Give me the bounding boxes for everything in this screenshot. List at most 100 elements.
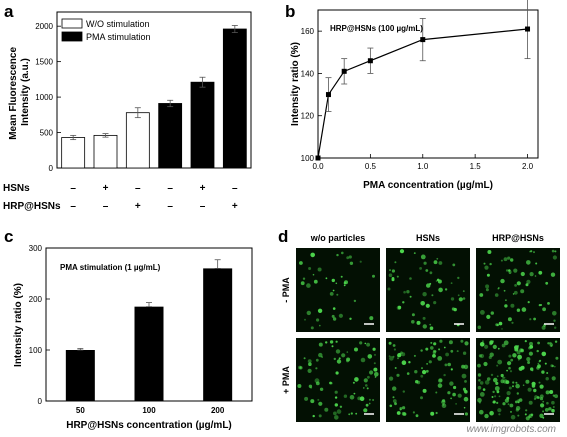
micrograph-cell-dot — [486, 377, 491, 381]
micrograph-cell-dot — [334, 403, 338, 407]
micrograph-cell-dot — [484, 265, 489, 270]
micrograph-cell-dot — [494, 395, 497, 398]
micrograph-cell-dot — [496, 390, 500, 394]
micrograph-cell-dot — [510, 414, 516, 420]
micrograph-cell-dot — [496, 364, 499, 367]
micrograph-cell-dot — [359, 396, 365, 402]
micrograph-cell-dot — [391, 277, 395, 280]
micrograph-cell-dot — [497, 287, 500, 290]
micrograph-cell-dot — [509, 403, 514, 408]
micrograph-cell-dot — [518, 366, 523, 371]
micrograph-grid: w/o particles HSNs HRP@HSNs - PMA + PMA — [281, 233, 560, 422]
micrograph-cell-dot — [374, 372, 379, 377]
micrograph-cell-dot — [477, 385, 482, 390]
micrograph-cell-dot — [318, 414, 322, 418]
micrograph-cell-dot — [517, 345, 520, 347]
micrograph-cell-dot — [480, 310, 485, 315]
micrograph-cell-dot — [429, 326, 434, 331]
micrograph-cell-dot — [545, 390, 550, 395]
micrograph-cell-dot — [491, 396, 494, 398]
micrograph-cell-dot — [416, 380, 421, 385]
micrograph-cell-dot — [302, 277, 306, 280]
micrograph-cell-dot — [374, 353, 376, 356]
micrograph-cell-dot — [533, 317, 536, 321]
micrograph-cell-dot — [421, 367, 423, 370]
micrograph-cell-dot — [453, 307, 457, 312]
micrograph-cell-dot — [331, 345, 334, 348]
micrograph-cell-dot — [457, 393, 462, 398]
micrograph-cell-dot — [368, 402, 371, 405]
micrograph-image-0-1 — [386, 248, 470, 332]
micrograph-cell-dot — [496, 401, 499, 404]
micrograph-cell-dot — [341, 251, 344, 255]
micrograph-cell-dot — [360, 357, 366, 363]
micrograph-cell-dot — [539, 397, 544, 401]
micrograph-cell-dot — [520, 349, 523, 352]
micrograph-cell-dot — [349, 317, 352, 320]
micrograph-cell-dot — [494, 293, 499, 297]
micrograph-cell-dot — [425, 269, 429, 272]
micrograph-cell-dot — [515, 381, 518, 384]
micrograph-cell-dot — [489, 262, 492, 266]
micrograph-cell-dot — [528, 400, 533, 405]
chart-c-xlabel: HRP@HSNs concentration (µg/mL) — [66, 420, 232, 431]
micrograph-cell-dot — [552, 406, 555, 408]
micrograph-cell-dot — [506, 369, 508, 372]
chart-a-bar-3 — [158, 103, 183, 169]
micrograph-cell-dot — [365, 384, 368, 387]
chart-c-bar-1 — [134, 306, 164, 401]
micrograph-cell-dot — [541, 351, 547, 357]
micrograph-cell-dot — [304, 318, 306, 321]
chart-c-bar-0 — [65, 350, 95, 401]
micrograph-cell-dot — [512, 385, 514, 388]
micrograph-cell-dot — [411, 320, 415, 324]
micrograph-cell-dot — [477, 325, 482, 330]
micrograph-cell-dot — [303, 357, 306, 360]
micrograph-cell-dot — [393, 348, 396, 351]
micrograph-cell-dot — [527, 361, 531, 364]
chart-a-ytick-label-4: 2000 — [35, 22, 53, 31]
micrograph-cell-dot — [513, 290, 518, 295]
micrograph-cell-dot — [500, 278, 505, 284]
micrograph-cell-dot — [515, 400, 518, 404]
micrograph-cell-dot — [353, 392, 356, 395]
chart-b-ytick-label-0: 100 — [301, 154, 315, 163]
micrograph-cell-dot — [463, 406, 466, 409]
micrograph-cell-dot — [432, 349, 436, 353]
micrograph-cell-dot — [554, 250, 557, 253]
micrograph-cell-dot — [444, 288, 448, 291]
micrograph-cell-dot — [513, 268, 518, 273]
micrograph-cell-dot — [389, 269, 391, 272]
micrograph-cell-dot — [515, 383, 520, 389]
micrograph-cell-dot — [516, 308, 521, 312]
micrograph-cell-dot — [420, 396, 423, 400]
micrograph-cell-dot — [436, 278, 440, 282]
chart-a-condition-mark-1-3: – — [167, 201, 173, 212]
micrograph-cell-dot — [493, 377, 498, 383]
micrograph-cell-dot — [387, 287, 391, 291]
micrograph-cell-dot — [489, 352, 494, 357]
micrograph-cell-dot — [315, 358, 319, 362]
chart-b-xtick-label-4: 2.0 — [522, 162, 534, 171]
micrograph-cell-dot — [426, 283, 431, 288]
micrograph-cell-dot — [425, 303, 430, 308]
micrograph-cell-dot — [449, 381, 454, 386]
micrograph-cell-dot — [414, 370, 418, 374]
micrograph-cell-dot — [389, 404, 393, 408]
micrograph-cell-dot — [546, 372, 549, 374]
micrograph-cell-dot — [507, 256, 511, 260]
micrograph-cell-dot — [429, 323, 432, 326]
micrograph-cell-dot — [503, 289, 506, 292]
micrograph-cell-dot — [433, 301, 437, 305]
micrograph-cell-dot — [503, 257, 508, 262]
micrograph-cell-dot — [317, 267, 322, 272]
micrograph-cell-dot — [409, 295, 412, 298]
chart-a-bar-2 — [125, 112, 150, 169]
micrograph-cell-dot — [507, 361, 512, 366]
micrograph-cell-dot — [368, 398, 371, 401]
micrograph-cell-dot — [525, 379, 530, 384]
micrograph-cell-dot — [374, 376, 377, 378]
micrograph-cell-dot — [402, 301, 405, 304]
micrograph-cell-dot — [400, 351, 403, 355]
micrograph-cell-dot — [423, 261, 427, 265]
